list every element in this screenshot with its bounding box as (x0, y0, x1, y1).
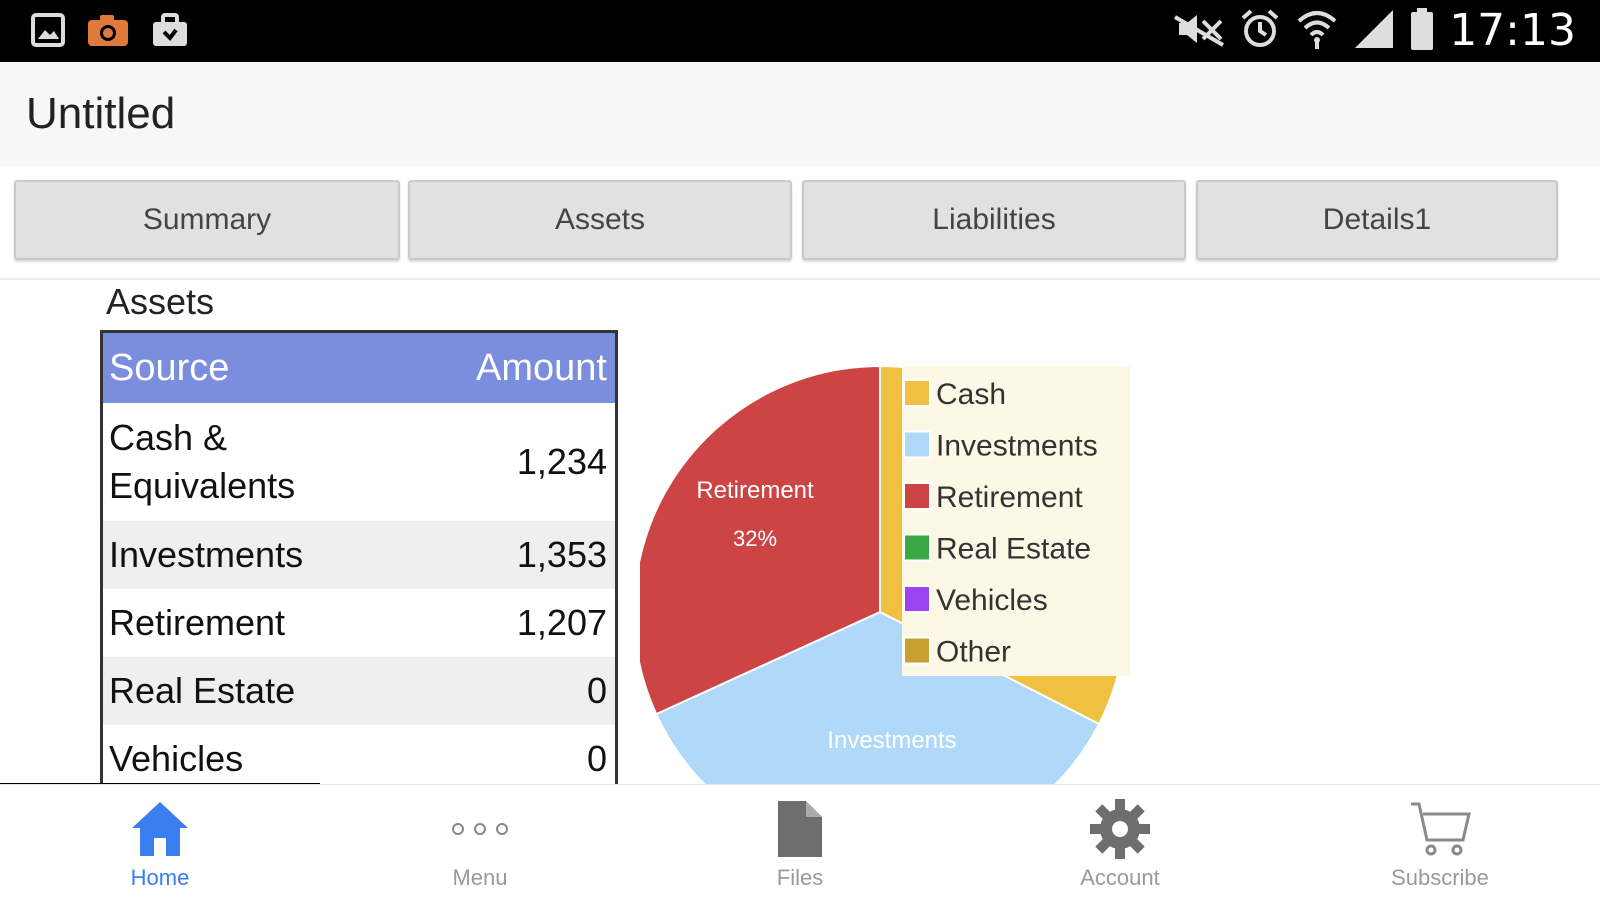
signal-icon (1353, 8, 1395, 55)
slice-label-retirement: Retirement (696, 477, 814, 504)
cell-source: Investments (109, 534, 304, 575)
legend-swatch-investments (903, 430, 931, 459)
legend-swatch-other (903, 636, 931, 665)
nav-home[interactable]: Home (0, 785, 320, 901)
table-row[interactable]: Vehicles 0 (103, 725, 615, 786)
column-header-amount: Amount (476, 346, 607, 389)
legend-swatch-cash (903, 379, 931, 407)
legend-label-investments: Investments (936, 430, 1098, 463)
nav-files[interactable]: Files (640, 785, 960, 901)
table-row[interactable]: Real Estate 0 (103, 657, 615, 725)
legend-label-cash: Cash (936, 378, 1006, 411)
table-row[interactable]: Retirement 1,207 (103, 589, 615, 657)
legend-swatch-vehicles (903, 585, 931, 613)
home-icon (128, 795, 192, 863)
legend-label-other: Other (936, 636, 1011, 669)
tab-details1[interactable]: Details1 (1196, 180, 1558, 260)
content-area[interactable]: Assets Source Amount Cash & Equivalents … (0, 278, 1600, 786)
cell-source: Cash & Equivalents (109, 417, 296, 506)
nav-subscribe[interactable]: Subscribe (1280, 785, 1600, 901)
status-bar: 17:13 (0, 0, 1600, 62)
page-title: Untitled (26, 89, 176, 138)
legend-background (902, 366, 1130, 676)
slice-percent-retirement: 32% (733, 526, 777, 551)
mute-icon (1173, 9, 1225, 54)
cell-source: Vehicles (109, 738, 244, 779)
tab-summary[interactable]: Summary (14, 180, 400, 260)
tab-bar: Summary Assets Liabilities Details1 (0, 166, 1600, 278)
section-title: Assets (106, 281, 215, 322)
app-bar: Untitled (0, 62, 1600, 168)
cell-amount: 0 (586, 670, 607, 711)
file-icon (774, 795, 826, 863)
legend-swatch-retirement (903, 482, 931, 510)
cell-amount: 1,207 (516, 602, 607, 643)
notification-icons (30, 12, 190, 53)
gallery-icon (30, 12, 66, 53)
legend-swatch-real-estate (903, 533, 931, 562)
cell-source: Real Estate (109, 670, 296, 711)
legend-label-retirement: Retirement (936, 481, 1083, 514)
cell-amount: 0 (586, 738, 607, 779)
pie-svg: Retirement 32% Investments Cash Investments R… (633, 364, 1130, 786)
chart-legend: Cash Investments Retirement Real Estate Vehi… (902, 366, 1130, 676)
table-row[interactable]: Investments 1,353 (103, 521, 615, 589)
nav-label: Account (1080, 865, 1160, 890)
gear-icon (1088, 795, 1152, 863)
legend-label-real-estate: Real Estate (936, 533, 1091, 566)
table-header: Source Amount (103, 333, 615, 403)
cell-source: Retirement (109, 602, 286, 643)
slice-label-investments: Investments (827, 727, 956, 754)
cart-icon (1407, 795, 1473, 863)
assets-table[interactable]: Source Amount Cash & Equivalents 1,234 I… (100, 330, 618, 786)
tab-assets[interactable]: Assets (408, 180, 792, 260)
nav-label: Home (130, 865, 190, 890)
cell-amount: 1,234 (516, 441, 607, 482)
nav-label: Subscribe (1391, 865, 1489, 890)
column-header-source: Source (109, 346, 230, 389)
bottom-nav: Home Menu Files Account Subscribe (0, 784, 1600, 901)
nav-menu[interactable]: Menu (320, 785, 640, 901)
alarm-icon (1239, 8, 1281, 55)
battery-icon (1409, 7, 1435, 56)
camera-icon (86, 12, 130, 53)
more-dots-icon (450, 795, 510, 863)
legend-label-vehicles: Vehicles (936, 584, 1048, 617)
wifi-icon (1295, 7, 1339, 56)
system-status: 17:13 (1173, 6, 1576, 56)
clock: 17:13 (1449, 5, 1576, 56)
tab-liabilities[interactable]: Liabilities (802, 180, 1186, 260)
cell-amount: 1,353 (516, 534, 607, 575)
table-row[interactable]: Cash & Equivalents 1,234 (103, 403, 615, 521)
briefcase-icon (150, 12, 190, 53)
nav-account[interactable]: Account (960, 785, 1280, 901)
nav-label: Menu (452, 865, 508, 890)
nav-label: Files (776, 865, 824, 890)
assets-pie-chart[interactable]: Retirement 32% Investments Cash Investments R… (633, 350, 1160, 786)
